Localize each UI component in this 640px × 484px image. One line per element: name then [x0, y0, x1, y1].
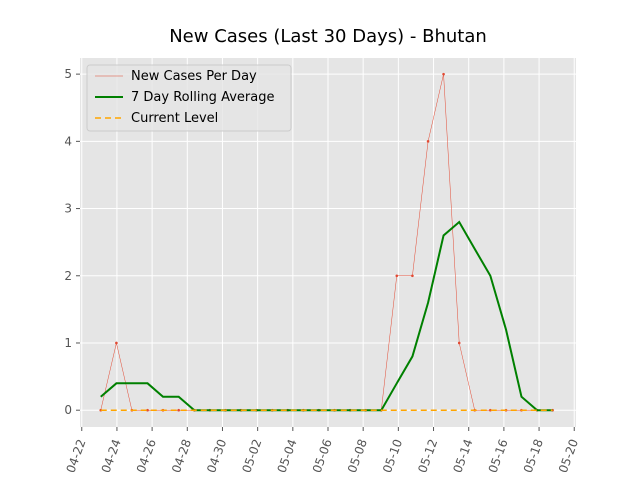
x-tick-label: 04-30	[204, 437, 229, 475]
y-tick-label: 5	[64, 67, 72, 81]
x-tick-label: 05-10	[380, 437, 405, 475]
point	[426, 140, 430, 143]
y-tick-label: 4	[64, 134, 72, 148]
legend-label: 7 Day Rolling Average	[131, 90, 274, 105]
chart-title: New Cases (Last 30 Days) - Bhutan	[169, 26, 487, 47]
legend-label: Current Level	[131, 111, 218, 126]
x-tick-label: 04-24	[99, 437, 124, 475]
x-tick-label: 04-28	[169, 437, 194, 475]
point	[115, 341, 118, 345]
y-tick-label: 3	[64, 202, 72, 216]
point	[442, 72, 445, 76]
x-tick-label: 05-04	[275, 437, 300, 475]
y-tick-label: 2	[64, 269, 72, 283]
point	[395, 274, 399, 278]
y-tick-label: 1	[64, 336, 72, 350]
point	[146, 408, 149, 412]
x-tick-label: 05-20	[556, 437, 581, 475]
legend-label: New Cases Per Day	[131, 69, 257, 84]
x-tick-label: 04-26	[134, 437, 159, 475]
x-tick-label: 05-14	[450, 437, 475, 475]
point	[177, 408, 180, 412]
x-tick-label: 05-08	[345, 437, 370, 475]
x-tick-label: 05-16	[486, 437, 511, 475]
x-tick-label: 04-22	[63, 437, 88, 475]
x-tick-label: 05-06	[310, 437, 335, 475]
x-tick-label: 05-12	[415, 437, 440, 475]
legend-box	[86, 64, 292, 132]
point	[457, 341, 461, 345]
y-tick-label: 0	[64, 403, 72, 417]
x-tick-label: 05-18	[521, 437, 546, 475]
x-tick-label: 05-02	[239, 437, 264, 475]
point	[411, 274, 414, 278]
